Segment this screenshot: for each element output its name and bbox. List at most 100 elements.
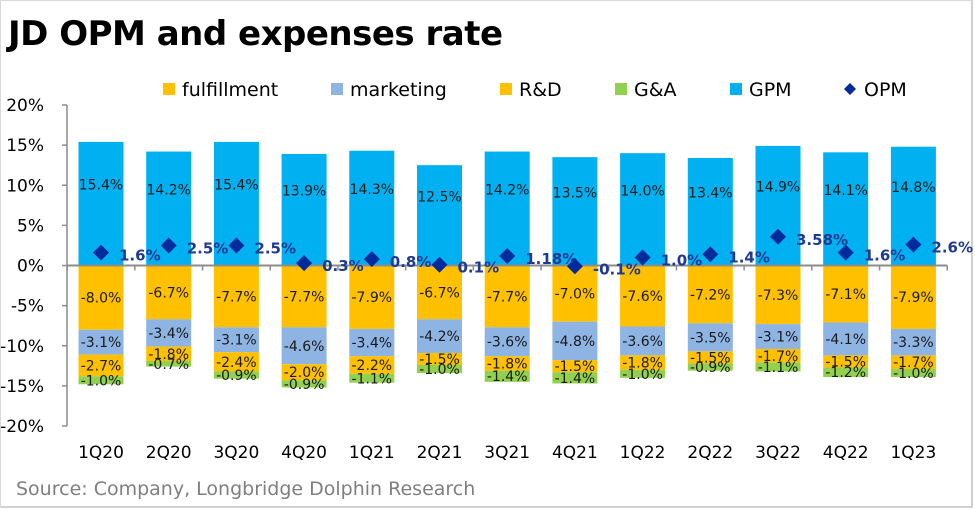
bar-label-fulfillment: -7.7%	[487, 289, 528, 305]
bar-label-fulfillment: -7.7%	[284, 289, 325, 305]
bar-marketing	[349, 328, 395, 357]
opm-label: 1.18%	[525, 250, 577, 268]
bar-label-gna: -1.0%	[81, 373, 122, 389]
bar-label-gna: -1.4%	[487, 369, 528, 385]
x-tick-label: 3Q20	[213, 443, 259, 463]
opm-label: 0.3%	[322, 257, 364, 275]
bar-label-rnd: -1.8%	[487, 356, 528, 372]
opm-label: 1.6%	[864, 247, 906, 265]
opm-marker	[702, 246, 719, 263]
bar-rnd	[890, 355, 936, 370]
opm-label: 2.5%	[254, 239, 296, 257]
x-tick-label: 1Q22	[620, 443, 666, 463]
bar-label-rnd: -1.5%	[690, 350, 731, 366]
bar-label-fulfillment: -7.0%	[555, 287, 596, 303]
bar-label-rnd: -2.4%	[216, 355, 257, 371]
legend-marker-opm	[844, 83, 856, 95]
opm-marker	[296, 255, 313, 272]
opm-marker	[228, 237, 245, 254]
bar-fulfillment	[687, 265, 733, 324]
bar-label-gpm: 15.4%	[214, 178, 258, 194]
bar-label-gpm: 13.9%	[282, 184, 326, 200]
bar-label-marketing: -4.8%	[555, 334, 596, 350]
bar-label-rnd: -1.5%	[419, 352, 460, 368]
bar-label-fulfillment: -6.7%	[148, 285, 189, 301]
bar-gpm	[620, 153, 666, 266]
bar-label-fulfillment: -7.2%	[690, 287, 731, 303]
bar-fulfillment	[755, 265, 801, 325]
opm-marker	[566, 258, 583, 275]
opm-label: 2.6%	[931, 239, 973, 257]
bar-marketing	[687, 323, 733, 352]
bar-fulfillment	[417, 265, 462, 320]
x-tick-label: 4Q20	[281, 443, 327, 463]
bar-label-gna: -1.2%	[825, 365, 866, 381]
bar-gna	[484, 370, 530, 382]
bar-fulfillment	[823, 265, 869, 323]
bar-label-gna: -1.1%	[351, 371, 392, 387]
bar-label-rnd: -1.7%	[893, 355, 934, 371]
bar-label-gpm: 14.3%	[350, 182, 394, 198]
y-tick-label: -5%	[11, 297, 44, 317]
bar-label-gna: -0.9%	[216, 368, 257, 384]
x-tick-label: 4Q21	[552, 443, 598, 463]
bar-rnd	[687, 351, 733, 364]
legend-label-fulfillment: fulfillment	[182, 79, 278, 101]
bar-label-gpm: 14.2%	[485, 183, 529, 199]
opm-marker	[634, 249, 651, 266]
bar-marketing	[213, 327, 259, 353]
bar-label-gna: -1.0%	[622, 367, 663, 383]
bar-label-fulfillment: -7.3%	[758, 288, 799, 304]
bar-label-fulfillment: -7.1%	[825, 287, 866, 303]
bar-gpm	[417, 165, 462, 266]
y-tick-label: -15%	[0, 377, 44, 397]
bar-label-marketing: -4.6%	[284, 339, 325, 355]
bar-label-gpm: 14.9%	[756, 180, 800, 196]
bar-fulfillment	[620, 265, 666, 327]
bar-gna	[78, 376, 124, 385]
bar-label-gpm: 13.4%	[688, 186, 732, 202]
bar-fulfillment	[552, 265, 598, 322]
bar-label-gpm: 14.1%	[823, 183, 867, 199]
y-tick-label: -20%	[0, 417, 44, 437]
bar-gna	[755, 362, 801, 372]
bar-gna	[417, 365, 462, 374]
bar-label-gpm: 14.8%	[891, 180, 935, 196]
bar-label-marketing: -3.1%	[758, 330, 799, 346]
bar-marketing	[78, 329, 124, 355]
bar-label-fulfillment: -7.9%	[893, 290, 934, 306]
x-tick-label: 1Q23	[890, 443, 936, 463]
bar-gna	[823, 367, 869, 378]
opm-marker	[837, 244, 854, 261]
opm-label: 1.6%	[119, 247, 161, 265]
legend-marker-rnd	[500, 83, 512, 95]
bar-label-rnd: -2.0%	[284, 365, 325, 381]
bar-label-marketing: -3.1%	[216, 333, 257, 349]
opm-label: 1.4%	[728, 248, 770, 266]
x-tick-label: 3Q22	[755, 443, 801, 463]
bar-label-marketing: -4.2%	[419, 329, 460, 345]
bar-fulfillment	[146, 265, 192, 320]
bar-label-fulfillment: -7.6%	[622, 289, 663, 305]
bar-rnd	[823, 355, 869, 368]
bar-label-gna: -1.0%	[419, 362, 460, 378]
bar-gpm	[349, 150, 395, 266]
bar-gna	[213, 371, 259, 379]
bar-rnd	[78, 354, 124, 377]
bar-label-rnd: -1.5%	[555, 359, 596, 375]
bar-label-rnd: -1.7%	[758, 349, 799, 365]
y-tick-label: 15%	[6, 136, 44, 156]
opm-label: 0.1%	[458, 259, 500, 277]
bar-fulfillment	[349, 265, 395, 329]
bar-marketing	[146, 319, 192, 347]
bar-fulfillment	[213, 265, 259, 328]
bar-label-gna: -1.0%	[893, 366, 934, 382]
bar-label-rnd: -1.8%	[622, 356, 663, 372]
opm-marker	[499, 248, 516, 265]
bar-gpm	[755, 145, 801, 266]
bar-label-gpm: 12.5%	[417, 189, 461, 205]
y-tick-label: -10%	[0, 337, 44, 357]
bar-label-marketing: -3.3%	[893, 335, 934, 351]
bar-fulfillment	[78, 265, 124, 330]
bar-gpm	[281, 153, 327, 266]
